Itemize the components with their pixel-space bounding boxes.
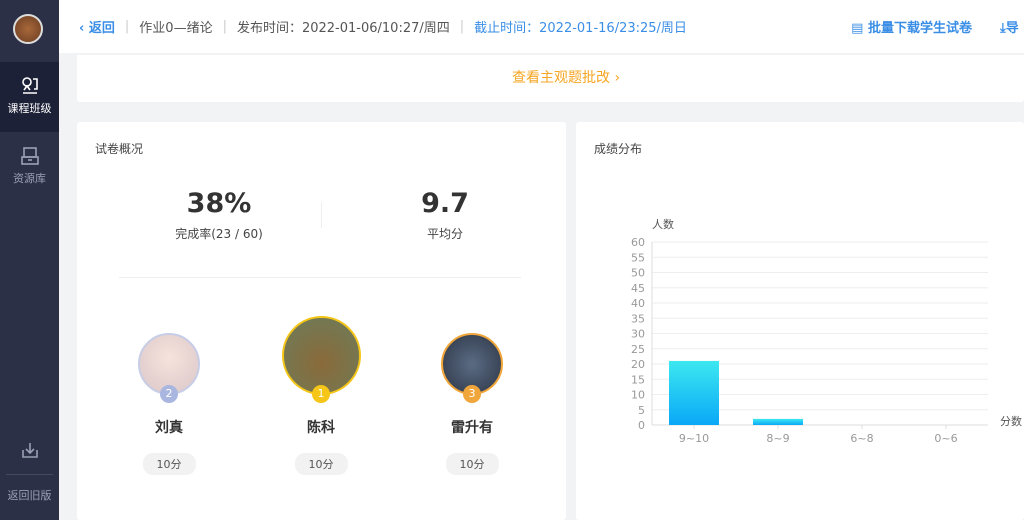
sidebar-item-library[interactable]: 资源库	[0, 132, 59, 202]
review-subjective-link[interactable]: 查看主观题批改 ›	[512, 70, 621, 86]
chevron-right-icon: ›	[614, 70, 621, 86]
top-student-3: 3 雷升有 10分	[422, 333, 522, 475]
export-button[interactable]: ⤓导	[1000, 21, 1019, 36]
back-old-version[interactable]: 返回旧版	[0, 426, 59, 520]
y-tick-label: 35	[631, 312, 645, 325]
y-tick-label: 0	[638, 419, 645, 432]
download-icon	[21, 443, 38, 458]
y-tick-label: 15	[631, 373, 645, 386]
assignment-name: 作业0—绪论	[139, 21, 213, 36]
x-axis-label: 分数	[1000, 415, 1022, 428]
y-tick-label: 60	[631, 236, 645, 249]
batch-download-button[interactable]: ▤ 批量下载学生试卷	[851, 21, 972, 36]
sidebar-item-label: 课程班级	[7, 102, 52, 115]
library-icon	[20, 147, 39, 165]
y-tick-label: 50	[631, 267, 645, 280]
y-tick-label: 45	[631, 282, 645, 295]
x-tick-label: 0~6	[934, 432, 957, 445]
overview-title: 试卷概况	[95, 142, 144, 156]
review-card: 查看主观题批改 ›	[77, 55, 1024, 102]
divider	[119, 277, 521, 278]
student-avatar: 3	[441, 333, 503, 403]
y-tick-label: 30	[631, 328, 645, 341]
sidebar-item-class[interactable]: 课程班级	[0, 62, 59, 132]
overview-card: 试卷概况 38% 完成率(23 / 60) 9.7 平均分 2 刘真 10分 1…	[77, 122, 566, 520]
chevron-left-icon: ‹	[79, 21, 89, 36]
completion-stat: 38% 完成率(23 / 60)	[175, 188, 263, 241]
sidebar-bottom-label: 返回旧版	[6, 474, 53, 503]
publish-time: 发布时间：2022-01-06/10:27/周四	[236, 21, 450, 36]
x-tick-label: 9~10	[679, 432, 709, 445]
header-actions: ▤ 批量下载学生试卷 ⤓导	[851, 0, 1024, 53]
bar	[669, 360, 719, 425]
y-axis-label: 人数	[652, 218, 674, 231]
class-icon	[21, 77, 38, 94]
deadline-time: 截止时间：2022-01-16/23:25/周日	[474, 21, 687, 36]
x-tick-label: 6~8	[850, 432, 873, 445]
y-tick-label: 5	[638, 404, 645, 417]
distribution-card: 成绩分布 人数 分数 0 5 10 15 20 25 30 35 40 45 50 55 60 9~10 8…	[576, 122, 1024, 520]
distribution-title: 成绩分布	[594, 142, 643, 156]
average-stat: 9.7 平均分	[421, 188, 469, 241]
user-avatar[interactable]	[13, 14, 43, 44]
file-icon: ▤	[851, 21, 868, 36]
sidebar: 课程班级 资源库 返回旧版	[0, 0, 59, 520]
top-student-2: 2 刘真 10分	[119, 333, 219, 475]
y-tick-label: 10	[631, 389, 645, 402]
back-button[interactable]: ‹ 返回	[79, 21, 115, 36]
header-bar: ‹ 返回 | 作业0—绪论 | 发布时间：2022-01-06/10:27/周四 |…	[59, 0, 1024, 53]
student-avatar: 1	[281, 316, 361, 403]
top-student-1: 1 陈科 10分	[271, 316, 371, 475]
y-tick-label: 20	[631, 358, 645, 371]
y-tick-label: 55	[631, 251, 645, 264]
score-distribution-chart: 人数 分数 0 5 10 15 20 25 30 35 40 45 50 55 60 9~10 8~9 6~8…	[631, 218, 1022, 445]
export-icon: ⤓	[1000, 21, 1006, 36]
y-tick-label: 25	[631, 343, 645, 356]
bar	[753, 418, 803, 425]
x-tick-label: 8~9	[766, 432, 789, 445]
sidebar-item-label: 资源库	[13, 172, 46, 185]
y-tick-label: 40	[631, 297, 645, 310]
student-avatar: 2	[138, 333, 200, 403]
